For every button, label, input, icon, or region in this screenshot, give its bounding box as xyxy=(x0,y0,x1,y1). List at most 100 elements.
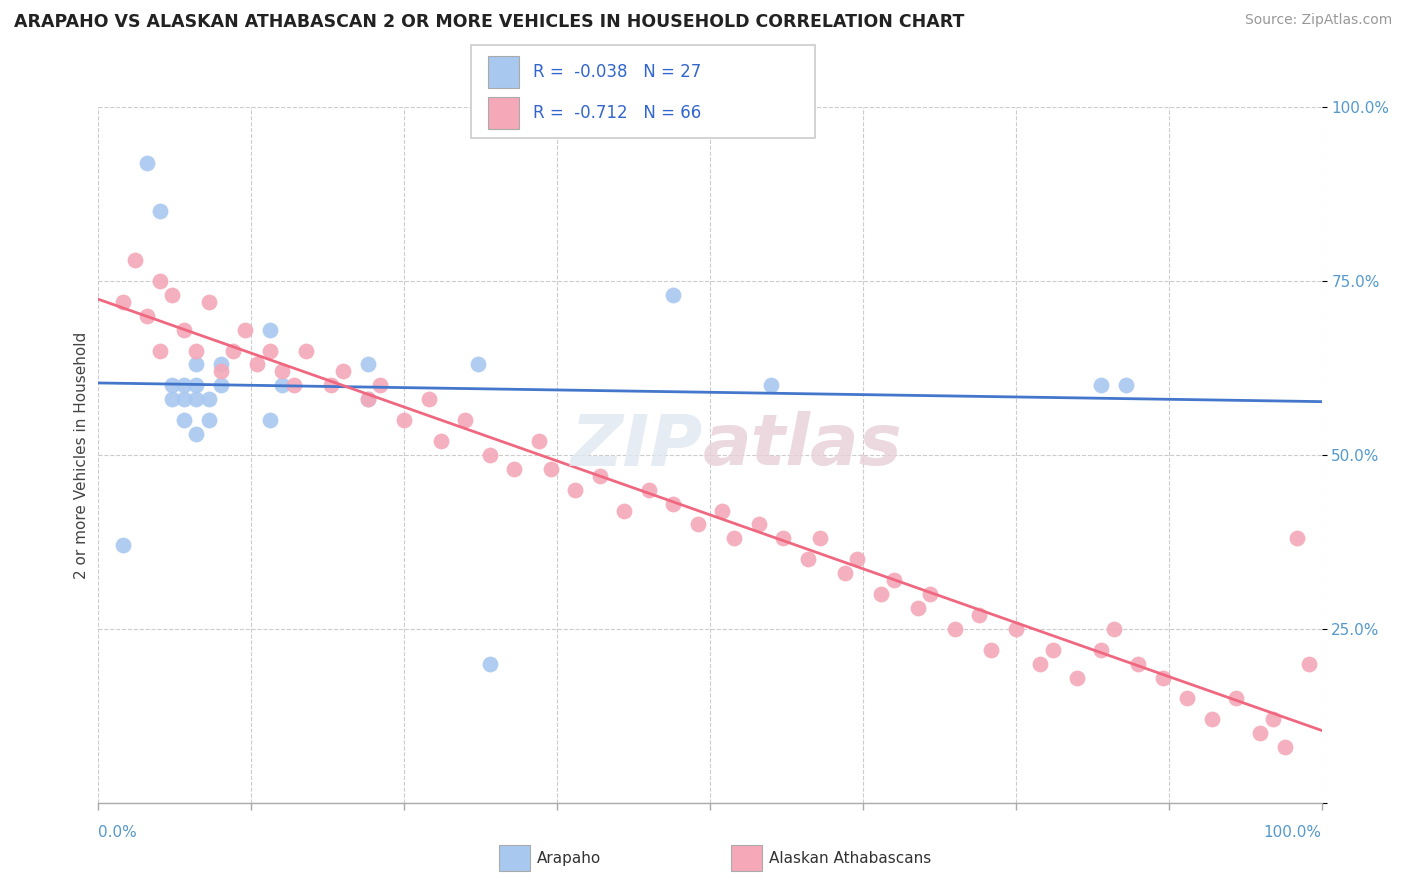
Point xyxy=(197,413,219,427)
Point xyxy=(845,552,868,566)
Point xyxy=(980,642,1002,657)
Point xyxy=(1128,657,1150,671)
Point xyxy=(1286,532,1309,546)
Point xyxy=(723,532,745,546)
Point xyxy=(356,358,378,372)
Point xyxy=(637,483,661,497)
Point xyxy=(259,413,281,427)
Point xyxy=(246,358,269,372)
Point xyxy=(834,566,856,581)
Point xyxy=(883,573,905,587)
Point xyxy=(1090,378,1112,392)
Text: atlas: atlas xyxy=(703,411,903,481)
Point xyxy=(907,601,929,615)
Point xyxy=(186,358,208,372)
Text: Alaskan Athabascans: Alaskan Athabascans xyxy=(769,851,931,865)
Point xyxy=(920,587,942,601)
Point xyxy=(1029,657,1052,671)
Point xyxy=(356,392,378,407)
Point xyxy=(1274,740,1296,755)
Point xyxy=(295,343,318,358)
Point xyxy=(478,657,501,671)
Point xyxy=(160,378,183,392)
Point xyxy=(259,343,281,358)
Point xyxy=(270,364,294,378)
Point xyxy=(808,532,831,546)
Text: 0.0%: 0.0% xyxy=(98,825,138,840)
Point xyxy=(1225,691,1247,706)
Point xyxy=(283,378,305,392)
Point xyxy=(418,392,440,407)
Point xyxy=(149,204,172,219)
Point xyxy=(197,294,219,309)
Point xyxy=(186,427,208,442)
Point xyxy=(503,462,526,476)
Point xyxy=(967,607,990,622)
Point xyxy=(430,434,453,448)
Point xyxy=(209,364,232,378)
Point xyxy=(356,392,378,407)
Point xyxy=(186,343,208,358)
Point xyxy=(1298,657,1320,671)
Point xyxy=(589,468,612,483)
Text: R =  -0.712   N = 66: R = -0.712 N = 66 xyxy=(533,104,702,122)
Point xyxy=(613,503,636,517)
Point xyxy=(368,378,391,392)
Point xyxy=(197,392,219,407)
Point xyxy=(160,392,183,407)
Point xyxy=(1115,378,1137,392)
Text: Source: ZipAtlas.com: Source: ZipAtlas.com xyxy=(1244,13,1392,28)
Point xyxy=(209,358,232,372)
Point xyxy=(870,587,893,601)
Point xyxy=(173,378,195,392)
Point xyxy=(259,323,281,337)
Point xyxy=(1102,622,1125,636)
Point xyxy=(173,392,195,407)
Point xyxy=(478,448,501,462)
Point xyxy=(270,378,294,392)
Text: 100.0%: 100.0% xyxy=(1264,825,1322,840)
Point xyxy=(711,503,734,517)
Point xyxy=(124,253,146,268)
Y-axis label: 2 or more Vehicles in Household: 2 or more Vehicles in Household xyxy=(75,331,89,579)
Point xyxy=(332,364,354,378)
Point xyxy=(662,497,685,511)
Point xyxy=(173,413,195,427)
Point xyxy=(111,294,134,309)
Point xyxy=(748,517,770,532)
Point xyxy=(761,378,783,392)
Point xyxy=(943,622,966,636)
Point xyxy=(564,483,586,497)
Point xyxy=(111,538,134,552)
Point xyxy=(186,378,208,392)
Point xyxy=(1261,712,1284,726)
Point xyxy=(686,517,709,532)
Point xyxy=(319,378,342,392)
Point xyxy=(1249,726,1271,740)
Point xyxy=(1201,712,1223,726)
Point xyxy=(149,343,172,358)
Point xyxy=(173,323,195,337)
Point xyxy=(540,462,562,476)
Point xyxy=(222,343,245,358)
Point xyxy=(392,413,416,427)
Point xyxy=(662,288,685,302)
Point xyxy=(454,413,477,427)
Text: Arapaho: Arapaho xyxy=(537,851,602,865)
Point xyxy=(797,552,820,566)
Point xyxy=(1004,622,1026,636)
Text: R =  -0.038   N = 27: R = -0.038 N = 27 xyxy=(533,63,702,81)
Point xyxy=(467,358,489,372)
Point xyxy=(149,274,172,288)
Point xyxy=(160,288,183,302)
Point xyxy=(186,392,208,407)
Text: ARAPAHO VS ALASKAN ATHABASCAN 2 OR MORE VEHICLES IN HOUSEHOLD CORRELATION CHART: ARAPAHO VS ALASKAN ATHABASCAN 2 OR MORE … xyxy=(14,13,965,31)
Point xyxy=(1175,691,1198,706)
Point xyxy=(1152,671,1174,685)
Point xyxy=(1066,671,1088,685)
Point xyxy=(1042,642,1064,657)
Point xyxy=(233,323,256,337)
Point xyxy=(209,378,232,392)
Text: ZIP: ZIP xyxy=(571,411,703,481)
Point xyxy=(527,434,550,448)
